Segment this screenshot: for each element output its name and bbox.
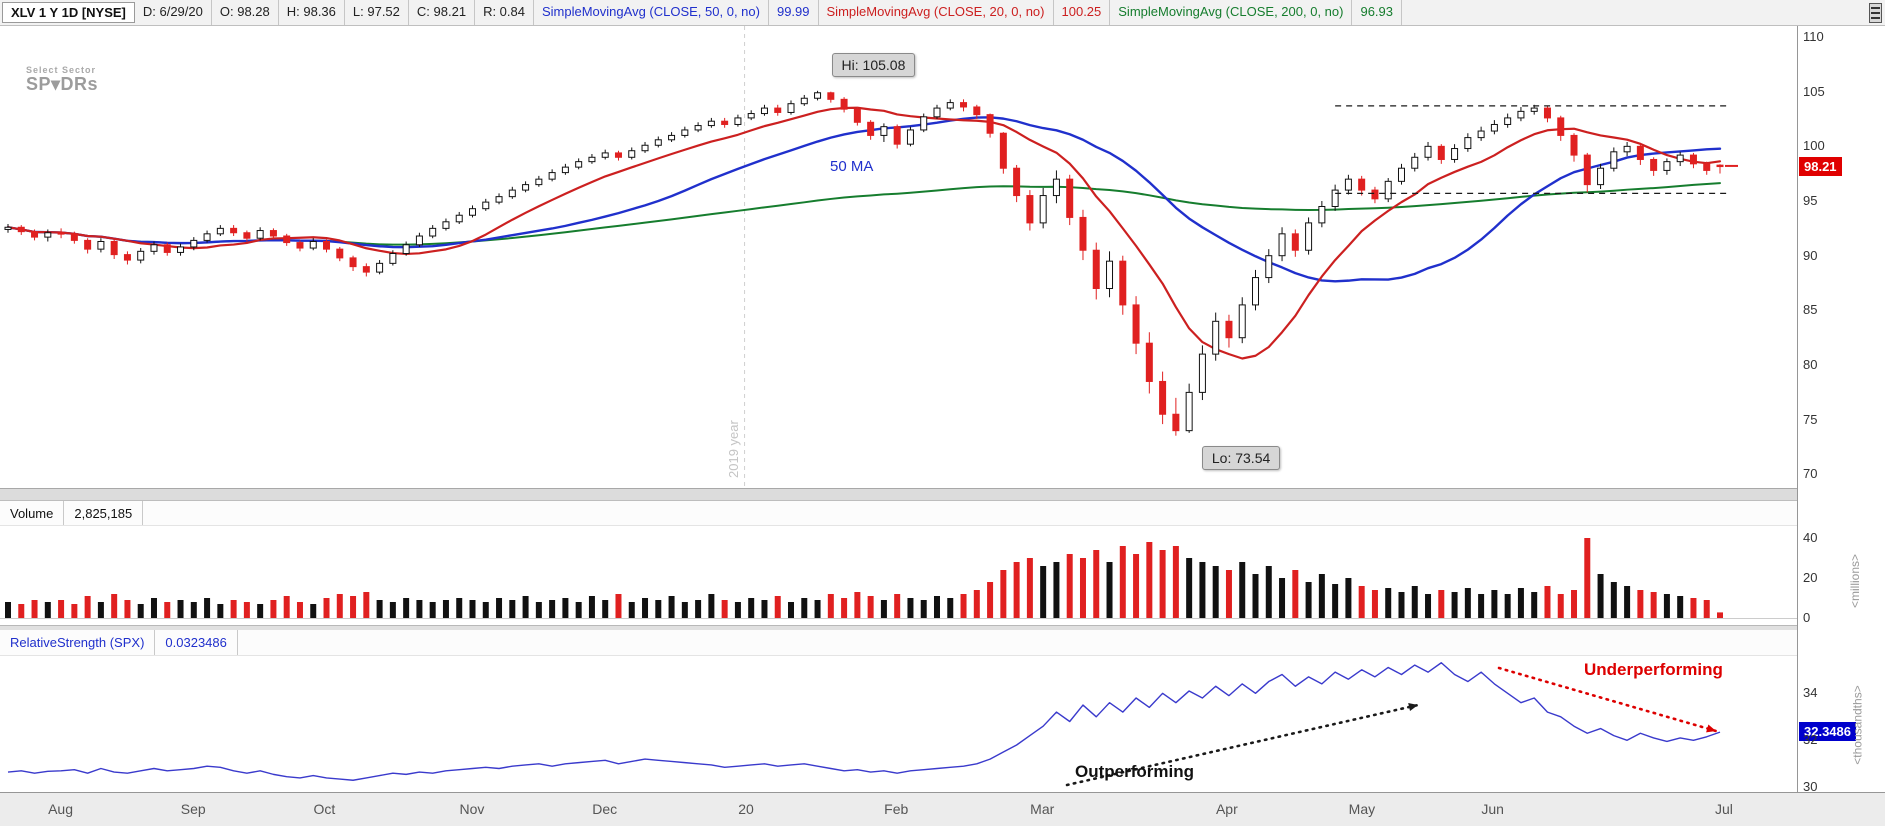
price-tick-85: 85 [1803,302,1818,318]
time-tick-Jun: Jun [1481,801,1504,817]
time-tick-Nov: Nov [459,801,485,817]
rs-tick-32: 32 [1803,732,1818,748]
volume-chart-canvas [0,538,1797,619]
time-tick-Feb: Feb [884,801,909,817]
pane-divider-2[interactable] [0,625,1885,630]
rs-value: 0.0323486 [155,630,238,655]
price-tick-100: 100 [1803,138,1825,154]
price-tick-105: 105 [1803,83,1825,99]
indicator-value-1: 100.25 [1054,0,1111,25]
right-axis[interactable]: 98.21 32.3486 <millions> <thousandths> 1… [1797,26,1885,795]
field-o: O: 98.28 [212,0,279,25]
price-pane[interactable]: Select Sector SP▾DRs 50 MA Hi: 105.08 Lo… [0,26,1797,488]
last-price-badge: 98.21 [1799,156,1842,176]
time-axis[interactable]: Aug Sep Oct Nov Dec 20 Feb Mar Apr May Jun Jul [0,792,1885,826]
volume-tick-40: 40 [1803,530,1818,545]
time-tick-Dec: Dec [592,801,618,817]
year-boundary-label: 2019 year [726,420,741,478]
field-r: R: 0.84 [475,0,534,25]
rs-title[interactable]: RelativeStrength (SPX) [0,630,156,655]
time-tick-May: May [1348,801,1376,817]
volume-unit-label: <millions> [1848,553,1863,609]
rs-tick-34: 34 [1803,685,1818,701]
low-tooltip: Lo: 73.54 [1201,445,1281,470]
time-tick-Sep: Sep [180,801,206,817]
chart-scrollbar-handle[interactable] [1869,3,1882,23]
rs-chart-canvas [7,662,1721,787]
price-chart-canvas [4,26,1738,488]
indicator-value-2: 96.93 [1352,0,1403,25]
indicator-label-2: SimpleMovingAvg (CLOSE, 200, 0, no) [1110,0,1353,25]
rs-value-badge: 32.3486 [1799,722,1856,742]
time-tick-Aug: Aug [48,801,73,817]
volume-value: 2,825,185 [64,501,144,525]
indicator-value-0: 99.99 [769,0,819,25]
rs-unit-label: <thousandths> [1850,685,1865,765]
indicator-label-0: SimpleMovingAvg (CLOSE, 50, 0, no) [534,0,769,25]
field-h: H: 98.36 [279,0,345,25]
volume-pane[interactable] [0,526,1797,625]
symbol-timeframe-label[interactable]: XLV 1 Y 1D [NYSE] [2,2,135,23]
volume-header: Volume 2,825,185 [0,501,1797,526]
price-tick-90: 90 [1803,247,1818,263]
rs-pane[interactable]: Outperforming Underperforming [0,656,1797,792]
spdr-logo-line2: SP▾DRs [26,74,99,95]
field-c: C: 98.21 [409,0,476,25]
time-tick-20: 20 [738,801,754,817]
price-tick-80: 80 [1803,357,1818,373]
indicator-label-1: SimpleMovingAvg (CLOSE, 20, 0, no) [819,0,1054,25]
spdr-logo: Select Sector SP▾DRs [26,65,99,95]
rs-header: RelativeStrength (SPX) 0.0323486 [0,630,1797,656]
ma50-label: 50 MA [830,158,874,175]
toolbar-spacer [1402,0,1869,25]
time-tick-Oct: Oct [313,801,336,817]
rs-tick-30: 30 [1803,779,1818,795]
pane-divider[interactable] [0,488,1885,501]
volume-tick-0: 0 [1803,610,1811,625]
time-tick-Jul: Jul [1714,801,1733,817]
toolbar-fields: D: 6/29/20 O: 98.28 H: 98.36 L: 97.52 C: 98.… [135,0,1403,25]
price-tick-75: 75 [1803,411,1818,427]
field-d: D: 6/29/20 [135,0,212,25]
price-tick-95: 95 [1803,193,1818,209]
outperforming-annotation: Outperforming [1075,762,1194,781]
underperforming-annotation: Underperforming [1584,660,1723,679]
price-tick-70: 70 [1803,466,1818,482]
spdr-logo-line1: Select Sector [26,65,97,75]
time-tick-Mar: Mar [1030,801,1055,817]
volume-tick-20: 20 [1803,570,1818,585]
toolbar: XLV 1 Y 1D [NYSE] D: 6/29/20 O: 98.28 H: 9… [0,0,1885,26]
volume-title[interactable]: Volume [0,501,65,525]
price-tick-110: 110 [1803,29,1824,44]
time-tick-Apr: Apr [1215,801,1238,817]
field-l: L: 97.52 [345,0,409,25]
high-tooltip: Hi: 105.08 [831,52,916,77]
